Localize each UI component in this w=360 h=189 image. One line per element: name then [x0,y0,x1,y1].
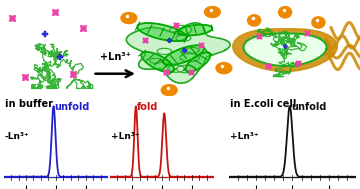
Text: +Ln³⁺: +Ln³⁺ [100,53,131,62]
Polygon shape [233,29,337,71]
Polygon shape [163,45,204,65]
Polygon shape [141,52,174,72]
Text: unfold: unfold [55,102,90,112]
Circle shape [204,6,220,18]
Circle shape [121,12,137,24]
Circle shape [279,7,292,18]
Text: +Ln³⁺: +Ln³⁺ [230,132,258,141]
Text: -Ln³⁺: -Ln³⁺ [5,132,29,141]
Circle shape [216,63,232,74]
Text: unfold: unfold [291,102,327,112]
Text: +Ln³⁺: +Ln³⁺ [111,132,139,141]
Polygon shape [126,23,230,83]
Circle shape [248,15,261,26]
Circle shape [312,17,325,28]
Circle shape [161,85,177,96]
Polygon shape [186,52,210,72]
Polygon shape [138,23,186,41]
Polygon shape [243,33,327,66]
Text: in E.coli cell: in E.coli cell [230,99,296,109]
Polygon shape [178,25,212,35]
Text: in buffer: in buffer [5,99,53,109]
Text: fold: fold [137,102,158,112]
